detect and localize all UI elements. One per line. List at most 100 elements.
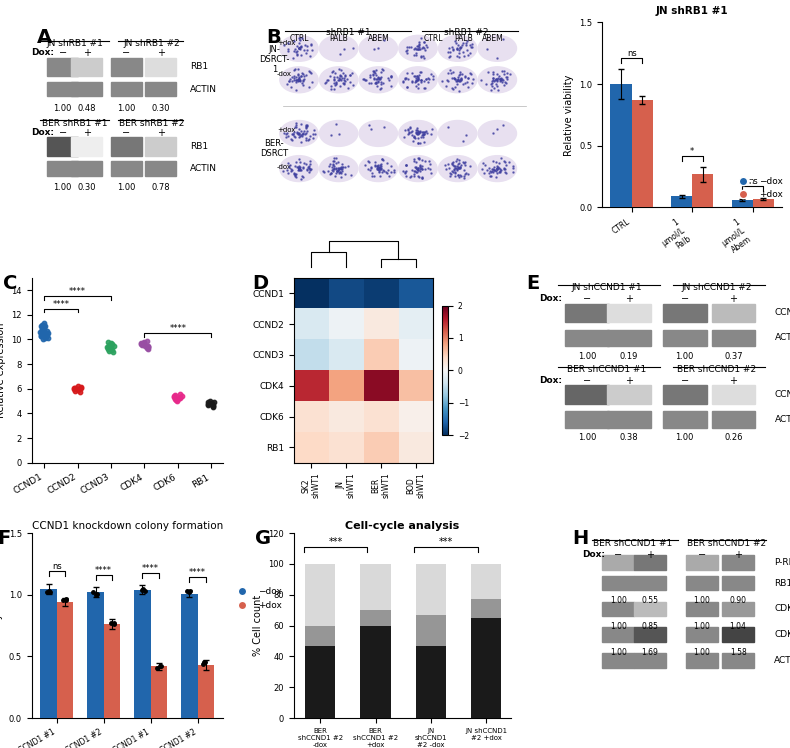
Y-axis label: Relative colony formation: Relative colony formation [0, 563, 3, 688]
Point [101, 341, 114, 353]
Point [201, 396, 214, 408]
Bar [602, 653, 634, 668]
Text: 1.00: 1.00 [675, 433, 694, 442]
Bar [566, 330, 609, 346]
Bar [722, 653, 754, 668]
Point [105, 338, 118, 350]
Circle shape [359, 156, 397, 182]
Circle shape [399, 156, 437, 182]
Bar [602, 628, 634, 643]
Point [36, 324, 48, 336]
Text: 0.55: 0.55 [641, 596, 659, 605]
Point [37, 334, 50, 346]
Point [169, 389, 182, 401]
Point [141, 341, 154, 353]
Point [206, 401, 219, 413]
Point [204, 395, 216, 407]
Point [139, 340, 152, 352]
Point [137, 336, 150, 348]
Bar [71, 82, 102, 96]
Bar [71, 162, 102, 176]
Circle shape [319, 120, 358, 147]
Title: JN shRB1 #1: JN shRB1 #1 [656, 6, 728, 16]
Point [141, 342, 153, 354]
Text: 1.00: 1.00 [610, 622, 626, 631]
Point [73, 387, 86, 399]
Point [141, 334, 153, 346]
Text: −: − [698, 550, 706, 560]
Point [105, 337, 118, 349]
Text: D: D [252, 274, 269, 293]
Bar [692, 174, 713, 207]
Point [137, 338, 149, 350]
Bar [145, 82, 176, 96]
Point [101, 343, 114, 355]
Text: +: + [729, 295, 737, 304]
Bar [602, 555, 634, 570]
Text: ***: *** [439, 537, 453, 547]
Circle shape [359, 35, 397, 61]
Point [36, 322, 49, 334]
Bar [663, 330, 706, 346]
Point [72, 383, 85, 395]
Circle shape [399, 67, 437, 93]
Text: RB1: RB1 [774, 578, 790, 587]
Point [174, 387, 186, 399]
Text: −: − [681, 295, 689, 304]
Bar [722, 601, 754, 616]
Text: shRB1 #2: shRB1 #2 [444, 28, 488, 37]
Y-axis label: % Cell count: % Cell count [253, 595, 263, 656]
Bar [40, 589, 57, 718]
Point [103, 340, 115, 352]
Text: ACTIN: ACTIN [775, 334, 790, 343]
Text: PALB: PALB [453, 34, 472, 43]
Bar [634, 555, 666, 570]
Text: *: * [690, 147, 694, 156]
Text: BER shCCND1 #2: BER shCCND1 #2 [687, 539, 766, 548]
Text: 1.04: 1.04 [730, 622, 747, 631]
Bar [634, 576, 666, 590]
Point [36, 325, 48, 337]
Text: Dox:: Dox: [539, 295, 562, 304]
Bar [57, 602, 73, 718]
Bar [181, 593, 198, 718]
Bar [712, 411, 755, 428]
Text: 1.00: 1.00 [694, 648, 710, 657]
Text: Dox:: Dox: [539, 375, 562, 384]
Bar [687, 601, 718, 616]
Text: ns: ns [748, 177, 758, 186]
Point [172, 393, 185, 405]
Text: Dox:: Dox: [582, 550, 605, 559]
Text: Dox:: Dox: [32, 128, 55, 137]
Text: P-RB1: P-RB1 [774, 558, 790, 567]
Text: +: + [83, 128, 91, 138]
Bar [151, 666, 167, 718]
Point [104, 343, 117, 355]
Text: ****: **** [190, 568, 206, 577]
Bar [134, 590, 151, 718]
Circle shape [359, 120, 397, 147]
Text: ****: **** [69, 287, 86, 296]
Text: JN shCCND1 #1: JN shCCND1 #1 [571, 283, 642, 292]
Point [39, 328, 51, 340]
Text: +: + [729, 375, 737, 386]
Text: 0.30: 0.30 [77, 183, 96, 192]
Text: +: + [83, 49, 91, 58]
Legend: −dox, +dox: −dox, +dox [229, 584, 285, 613]
Point [71, 384, 84, 396]
Bar [722, 628, 754, 643]
Bar [632, 100, 653, 207]
Bar [663, 411, 706, 428]
Point [201, 399, 214, 411]
Point [39, 320, 51, 332]
Point [42, 327, 55, 339]
Bar [471, 599, 502, 618]
Circle shape [359, 67, 397, 93]
Text: -dox: -dox [277, 71, 292, 77]
Bar [416, 646, 446, 718]
Text: ***: *** [329, 537, 343, 547]
Circle shape [478, 120, 517, 147]
Point [142, 343, 155, 355]
Point [68, 384, 81, 396]
Point [68, 381, 81, 393]
